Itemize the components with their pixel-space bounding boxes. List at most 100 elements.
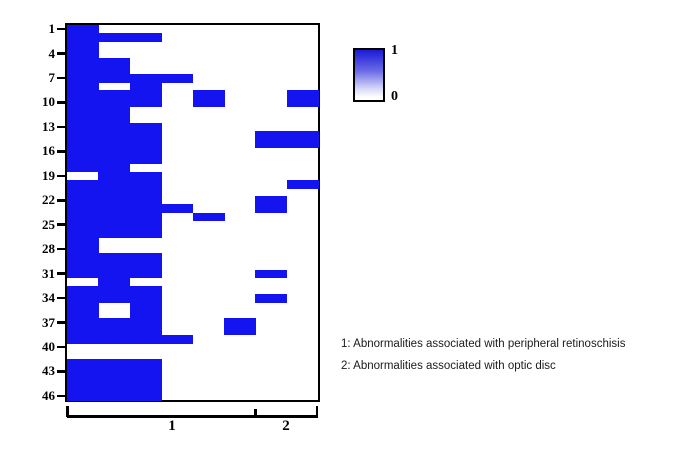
heatmap-cell [98,188,131,197]
heatmap-cell [129,130,162,140]
y-tick-mark [57,345,66,349]
heatmap-cell [67,228,100,238]
heatmap-cell [67,163,100,173]
y-tick-label: 43 [42,363,55,379]
y-tick-label: 25 [42,216,55,232]
y-tick-label: 7 [48,69,56,85]
heatmap-cell [129,188,162,197]
heatmap-cell [67,253,100,263]
heatmap-cell [98,130,131,140]
y-tick-mark [57,174,66,178]
x-group-label-1: 1 [168,418,176,434]
heatmap-cell [98,171,131,181]
y-tick-label: 31 [42,265,55,281]
heatmap-cell [98,65,131,75]
heatmap-cell [255,196,288,206]
y-tick-label: 19 [42,167,55,183]
heatmap-cell [98,163,131,173]
heatmap-cell [98,269,131,279]
heatmap-cell [67,326,100,336]
heatmap-cell [255,294,288,303]
heatmap-cell [67,179,100,189]
heatmap-cell [67,139,100,148]
heatmap-cell [129,196,162,206]
heatmap-cell [98,228,131,238]
heatmap-cell [129,73,162,83]
heatmap-cell [255,130,288,140]
legend-note-1: 1: Abnormalities associated with periphe… [341,338,626,350]
heatmap-cell [129,375,162,385]
heatmap-cell [98,139,131,148]
heatmap-cell [67,204,100,214]
heatmap-cell [129,179,162,189]
heatmap-cell [129,90,162,100]
heatmap-cell [286,98,319,108]
heatmap-cell [129,367,162,377]
heatmap-cell [67,65,100,75]
heatmap-cell [98,285,131,295]
heatmap-cell [161,334,194,344]
heatmap-cell [129,302,162,312]
heatmap-cell [129,212,162,222]
y-tick-label: 22 [42,192,55,208]
heatmap-cell [98,334,131,344]
y-tick-mark [57,76,66,80]
heatmap-cell [129,253,162,263]
heatmap-cell [67,57,100,67]
heatmap-cell [98,57,131,67]
y-tick-mark [57,199,66,202]
x-axis-tick [66,406,69,417]
heatmap-cell [161,204,194,214]
colorbar-max-label: 1 [391,43,398,58]
heatmap-cell [98,90,131,100]
heatmap-cell [98,383,131,393]
heatmap-cell [67,236,100,246]
y-tick-label: 28 [42,241,55,257]
y-tick-label: 16 [42,143,55,159]
heatmap-cell [67,33,100,42]
heatmap-cell [286,139,319,148]
heatmap-cell [255,204,288,214]
heatmap-cell [223,318,256,328]
heatmap-cell [129,269,162,279]
heatmap-cell [129,155,162,165]
heatmap-cell [192,212,225,222]
y-tick-mark [57,101,66,104]
heatmap-cell [67,188,100,197]
heatmap-cell [255,269,288,279]
heatmap-cell [129,294,162,303]
y-tick-label: 10 [42,94,55,110]
heatmap-cell [67,122,100,132]
x-axis-group-divider-tick [254,408,257,417]
heatmap-cell [192,98,225,108]
y-tick-mark [57,272,66,275]
heatmap-cell [129,261,162,271]
heatmap-cell [67,334,100,344]
heatmap-cell [67,294,100,303]
legend-note-2: 2: Abnormalities associated with optic d… [341,360,556,372]
heatmap-cell [286,90,319,100]
heatmap-cell [98,253,131,263]
heatmap-cell [67,196,100,206]
heatmap-cell [129,122,162,132]
heatmap-cell [129,33,162,42]
y-tick-mark [57,394,66,398]
heatmap-cell [67,73,100,83]
heatmap-cell [67,367,100,377]
heatmap-cell [129,228,162,238]
heatmap-cell [67,41,100,51]
heatmap-cell [98,122,131,132]
heatmap-cell [67,318,100,328]
y-tick-mark [57,321,66,324]
heatmap-cell [98,179,131,189]
heatmap-cell [67,98,100,108]
heatmap-cell [67,220,100,230]
x-axis-line [67,415,318,418]
heatmap-cell [67,269,100,279]
y-tick-label: 13 [42,118,55,134]
heatmap-cell [98,367,131,377]
heatmap-cell [255,139,288,148]
heatmap-cell [67,82,100,91]
heatmap-cell [129,220,162,230]
